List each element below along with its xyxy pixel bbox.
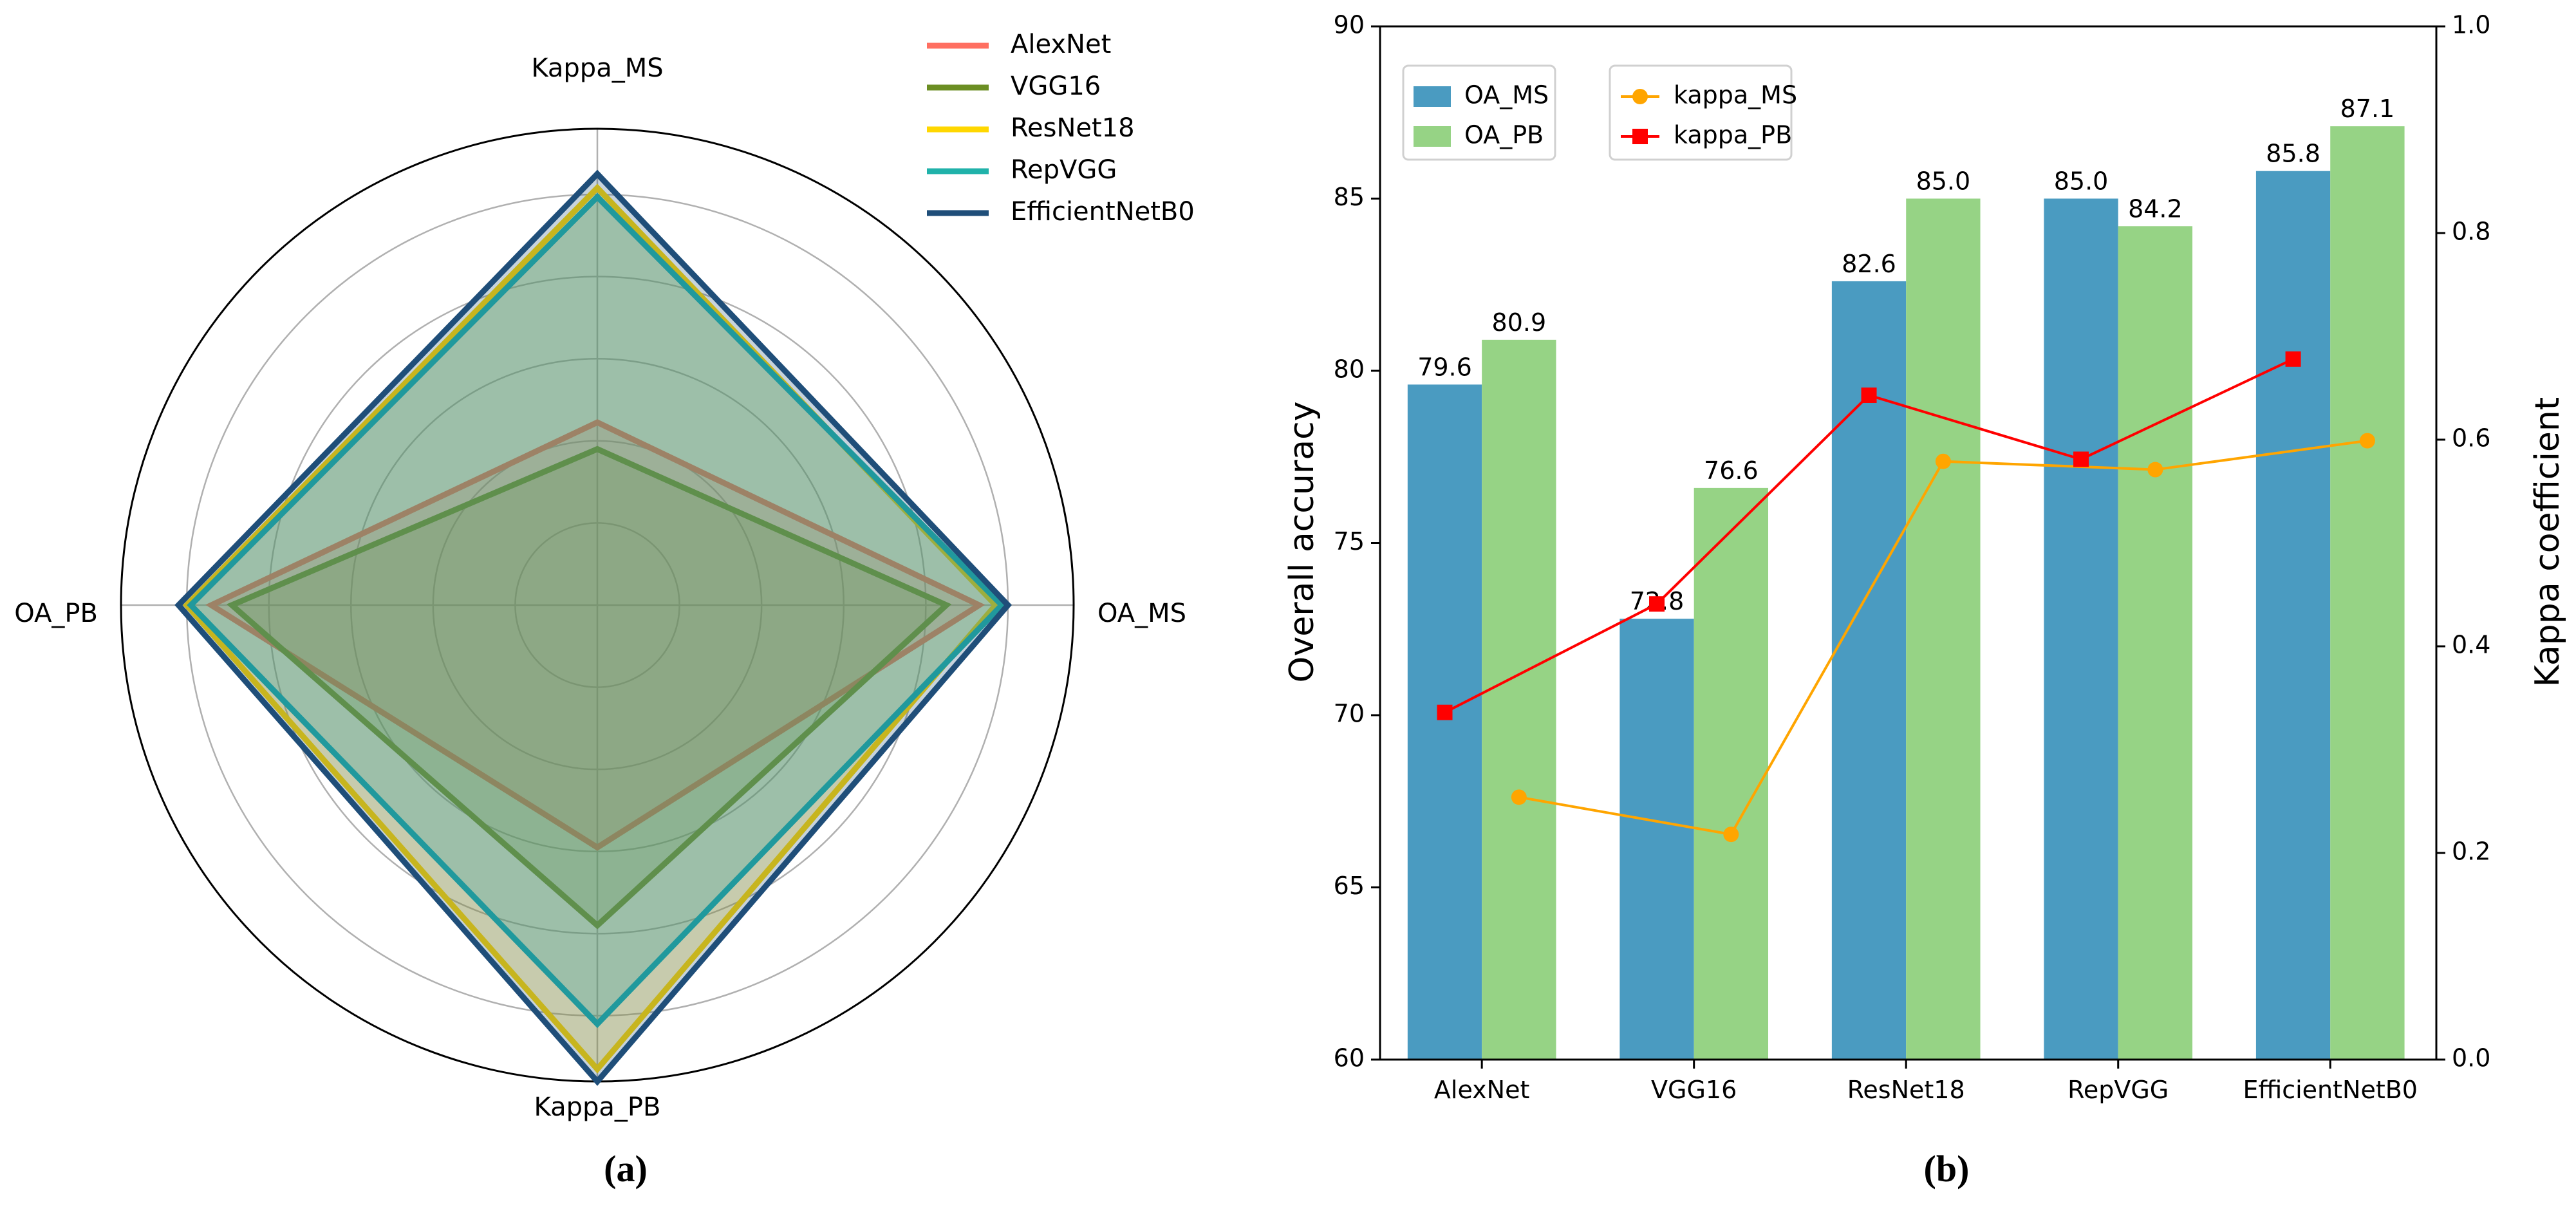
- legend-label: AlexNet: [1011, 30, 1111, 59]
- bar-oa_ms: [1407, 384, 1482, 1060]
- x-tick-label: EfficientNetB0: [2243, 1076, 2418, 1104]
- bar-value-label: 85.0: [1916, 167, 1971, 196]
- legend-label: OA_MS: [1464, 81, 1549, 109]
- bar-value-label: 85.0: [2054, 167, 2109, 196]
- y2-tick-label: 0.8: [2452, 218, 2490, 246]
- y-tick-label: 65: [1334, 872, 1365, 900]
- x-tick-label: ResNet18: [1847, 1076, 1965, 1104]
- bar-value-label: 87.1: [2340, 95, 2395, 123]
- marker-kappa_ms: [1511, 789, 1527, 805]
- y-tick-label: 85: [1334, 183, 1365, 211]
- radar-line-efficientnetb0: [174, 169, 1013, 1086]
- radar-fill-alexnet: [211, 422, 980, 848]
- radar-line-repvgg: [187, 192, 1006, 1029]
- y-axis-title: Overall accuracy: [1283, 402, 1321, 683]
- legend-label: OA_PB: [1464, 121, 1544, 149]
- bar-oa_pb: [1482, 339, 1556, 1060]
- marker-kappa_pb: [2073, 451, 2089, 467]
- radar-line-vgg16: [226, 445, 952, 930]
- marker-kappa_ms: [2147, 462, 2163, 478]
- bar-oa_pb: [2118, 226, 2193, 1060]
- radar-axis-label: Kappa_MS: [531, 53, 663, 83]
- legend-swatch-oa_pb: [1414, 126, 1451, 147]
- legend-label: VGG16: [1011, 71, 1101, 101]
- y-tick-label: 60: [1334, 1044, 1365, 1072]
- y2-axis-title: Kappa coefficient: [2528, 397, 2567, 688]
- legend-marker: [1632, 129, 1648, 144]
- x-tick-label: AlexNet: [1434, 1076, 1529, 1104]
- legend-lines: kappa_MS kappa_PB: [1609, 64, 1797, 161]
- marker-kappa_pb: [2285, 351, 2301, 367]
- marker-kappa_ms: [1723, 827, 1739, 843]
- legend-label: ResNet18: [1011, 113, 1135, 143]
- panel-label-b: (b): [1924, 1148, 1970, 1190]
- bar-value-label: 79.6: [1417, 353, 1472, 381]
- legend-marker: [1632, 89, 1648, 104]
- bar-oa_ms: [2255, 171, 2331, 1060]
- y-tick-label: 80: [1334, 355, 1365, 384]
- bar-oa_ms: [1831, 281, 1907, 1060]
- legend-label: EfficientNetB0: [1011, 197, 1195, 227]
- x-tick-label: RepVGG: [2067, 1076, 2169, 1104]
- radar-axis-label: OA_MS: [1097, 599, 1186, 628]
- marker-kappa_ms: [2359, 433, 2375, 449]
- radar-fill-efficientnetb0: [178, 174, 1008, 1082]
- radar-chart: OA_MS Kappa_MS OA_PB Kappa_PB AlexNet VGG16 Re…: [14, 30, 1195, 1190]
- y2-tick-label: 1.0: [2452, 11, 2490, 39]
- bar-oa_pb: [1694, 487, 1769, 1060]
- radar-axis-label: Kappa_PB: [534, 1092, 661, 1122]
- y2-tick-label: 0.2: [2452, 837, 2490, 866]
- legend-label: kappa_PB: [1674, 121, 1792, 149]
- marker-kappa_pb: [1437, 704, 1453, 720]
- radar-line-alexnet: [205, 419, 985, 851]
- bar-line-chart: 79.672.882.685.085.880.976.685.084.287.1…: [1283, 11, 2567, 1190]
- marker-kappa_pb: [1649, 596, 1665, 612]
- bar-oa_pb: [1906, 198, 1981, 1060]
- bar-value-label: 82.6: [1842, 250, 1896, 278]
- bar-value-label: 84.2: [2128, 194, 2183, 223]
- y-tick-label: 75: [1334, 527, 1365, 556]
- legend-label: kappa_MS: [1674, 81, 1797, 109]
- bar-oa_ms: [2044, 198, 2118, 1060]
- y2-tick-label: 0.6: [2452, 424, 2490, 453]
- radar-fill-vgg16: [232, 449, 947, 926]
- y-tick-label: 90: [1334, 11, 1365, 39]
- bar-value-label: 85.8: [2266, 140, 2320, 168]
- bar-value-label: 76.6: [1704, 456, 1759, 485]
- y2-tick-label: 0.0: [2452, 1044, 2490, 1072]
- marker-kappa_pb: [1861, 387, 1877, 403]
- x-tick-label: VGG16: [1651, 1076, 1737, 1104]
- radar-axis-label: OA_PB: [14, 599, 98, 628]
- legend-swatch-oa_ms: [1414, 86, 1451, 107]
- marker-kappa_ms: [1935, 453, 1951, 469]
- legend-bars: OA_MS OA_PB: [1402, 64, 1556, 161]
- bar-oa_pb: [2330, 126, 2405, 1060]
- panel-label-a: (a): [604, 1148, 648, 1190]
- legend-label: RepVGG: [1011, 155, 1117, 185]
- y2-tick-label: 0.4: [2452, 631, 2490, 659]
- y-tick-label: 70: [1334, 700, 1365, 728]
- bar-value-label: 80.9: [1492, 308, 1547, 337]
- bar-oa_ms: [1619, 619, 1694, 1060]
